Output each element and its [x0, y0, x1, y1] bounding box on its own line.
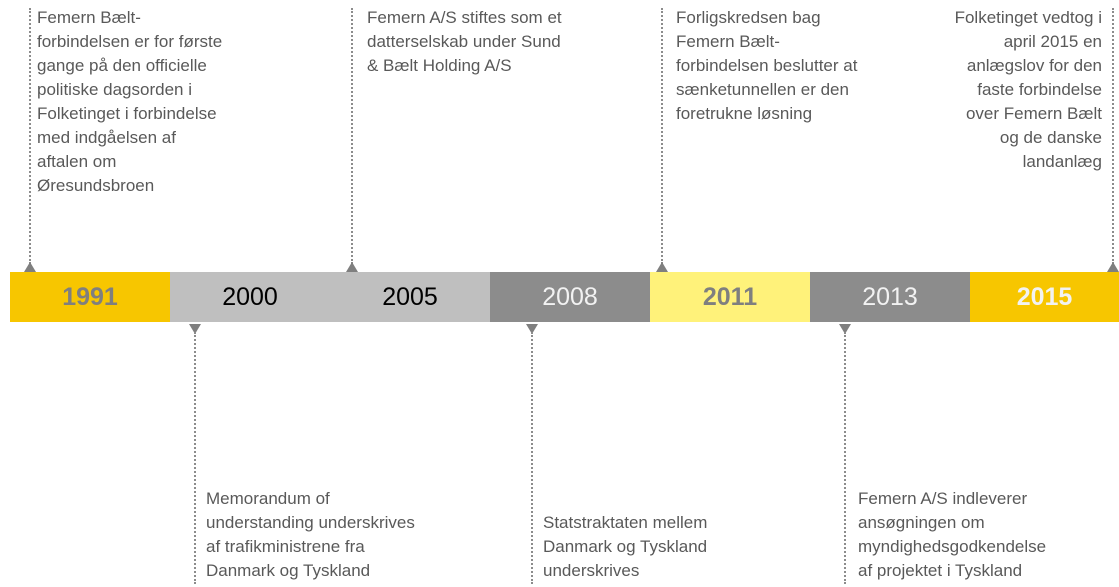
event-line: Memorandum of: [206, 489, 330, 508]
event-line: sænketunnellen er den: [676, 80, 849, 99]
event-line: Femern A/S stiftes som et: [367, 8, 562, 27]
event-line: ansøgningen om: [858, 513, 985, 532]
event-line: Danmark og Tyskland: [206, 561, 371, 580]
connector: [661, 8, 663, 264]
event-line: april 2015 en: [1003, 32, 1102, 51]
event-line: af projektet i Tyskland: [858, 561, 1023, 580]
event-line: Statstraktaten mellem: [543, 513, 708, 532]
event-line: Folketinget vedtog i: [954, 8, 1102, 27]
event-line: understanding underskrives: [206, 513, 415, 532]
event-line: landanlæg: [1022, 152, 1102, 171]
event-line: politiske dagsorden i: [37, 80, 192, 99]
event-text: Memorandum of understanding underskrives a…: [206, 487, 415, 583]
year-2015: 2015: [970, 272, 1119, 322]
year-2000: 2000: [170, 272, 330, 322]
event-line: Femern Bælt-: [676, 32, 780, 51]
event-line: anlægslov for den: [966, 56, 1102, 75]
marker: [346, 262, 358, 272]
marker: [526, 324, 538, 334]
event-line: & Bælt Holding A/S: [367, 56, 512, 75]
year-1991: 1991: [10, 272, 170, 322]
event-text: Folketinget vedtog i april 2015 en anlægsl…: [955, 6, 1102, 174]
event-line: forbindelsen beslutter at: [676, 56, 858, 75]
event-line: datterselskab under Sund: [367, 32, 561, 51]
marker: [1107, 262, 1119, 272]
event-line: og de danske: [999, 128, 1102, 147]
marker: [189, 324, 201, 334]
event-line: Danmark og Tyskland: [543, 537, 708, 556]
connector: [531, 332, 533, 584]
event-line: aftalen om: [37, 152, 117, 171]
event-text: Femern A/S indleverer ansøgningen om myndi…: [858, 487, 1046, 583]
connector: [844, 332, 846, 584]
year-2013: 2013: [810, 272, 970, 322]
event-text: Femern A/S stiftes som et datterselskab u…: [367, 6, 562, 78]
marker: [656, 262, 668, 272]
event-line: Forligskredsen bag: [676, 8, 821, 27]
connector: [1112, 8, 1114, 264]
event-line: af trafikministrene fra: [206, 537, 365, 556]
connector: [351, 8, 353, 264]
connector: [29, 8, 31, 264]
marker: [24, 262, 36, 272]
event-line: foretrukne løsning: [676, 104, 813, 123]
event-text: Femern Bælt-forbindelsen er for første ga…: [37, 6, 222, 198]
event-line: gange på den officielle: [37, 56, 207, 75]
event-text: Statstraktaten mellem Danmark og Tyskland…: [543, 511, 707, 583]
event-line: underskrives: [543, 561, 640, 580]
year-2011: 2011: [650, 272, 810, 322]
event-line: over Femern Bælt: [965, 104, 1102, 123]
event-text: Forligskredsen bag Femern Bælt-forbindels…: [676, 6, 857, 126]
year-2008: 2008: [490, 272, 650, 322]
event-line: myndighedsgodkendelse: [858, 537, 1047, 556]
event-line: Femern A/S indleverer: [858, 489, 1028, 508]
connector: [194, 332, 196, 584]
event-line: faste forbindelse: [977, 80, 1102, 99]
event-line: med indgåelsen af: [37, 128, 176, 147]
marker: [839, 324, 851, 334]
event-line: Folketinget i forbindelse: [37, 104, 217, 123]
event-line: Femern Bælt-: [37, 8, 141, 27]
year-2005: 2005: [330, 272, 490, 322]
event-line: Øresundsbroen: [37, 176, 155, 195]
event-line: forbindelsen er for første: [37, 32, 223, 51]
